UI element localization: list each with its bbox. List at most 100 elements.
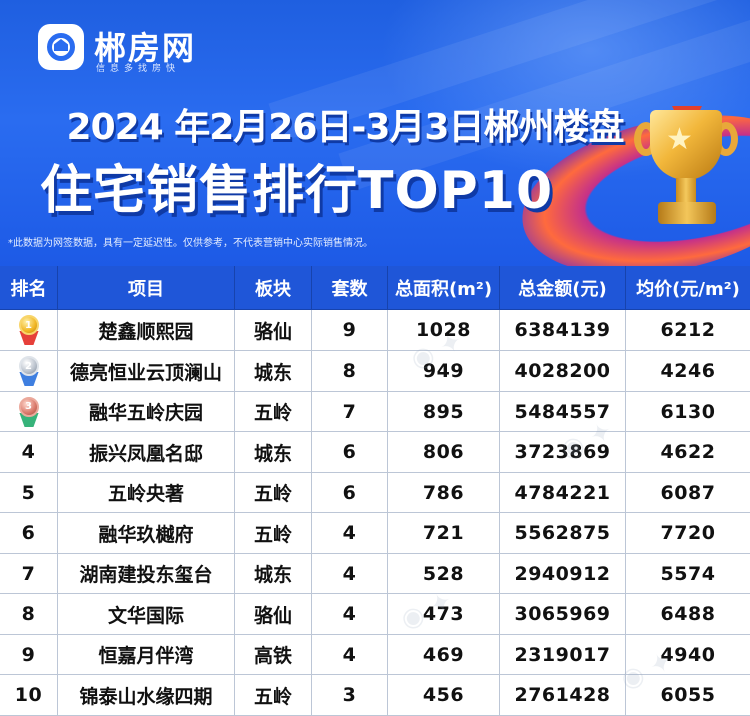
table-header-row: 排名 项目 板块 套数 总面积(m²) 总金额(元) 均价(元/m²)	[0, 266, 750, 310]
bronze-medal-icon: 3	[16, 396, 42, 427]
area-cell: 高铁	[235, 635, 312, 675]
total-area-cell: 895	[388, 392, 500, 432]
table-row: 10 锦泰山水缘四期 五岭 3 456 2761428 6055	[0, 675, 750, 716]
project-cell: 德亮恒业云顶澜山	[58, 351, 235, 392]
project-cell: 恒嘉月伴湾	[58, 635, 235, 675]
units-cell: 6	[312, 473, 388, 513]
area-cell: 城东	[235, 432, 312, 473]
units-cell: 4	[312, 594, 388, 635]
brand-slogan: 信息多找房快	[96, 64, 181, 74]
area-cell: 五岭	[235, 513, 312, 554]
area-cell: 五岭	[235, 473, 312, 513]
total-amount-cell: 2761428	[500, 675, 626, 716]
header-area: 板块	[235, 266, 312, 310]
logo-ring	[47, 33, 75, 61]
units-cell: 9	[312, 310, 388, 351]
ranking-table: 排名 项目 板块 套数 总面积(m²) 总金额(元) 均价(元/m²) 1 楚鑫…	[0, 266, 750, 716]
avg-price-cell: 4940	[626, 635, 750, 675]
total-area-cell: 528	[388, 554, 500, 594]
total-area-cell: 473	[388, 594, 500, 635]
header-total-amount: 总金额(元)	[500, 266, 626, 310]
rank-cell: 9	[0, 635, 58, 675]
units-cell: 4	[312, 554, 388, 594]
project-cell: 融华五岭庆园	[58, 392, 235, 432]
area-cell: 骆仙	[235, 594, 312, 635]
poster-header: 郴房网 信息多找房快 2024 年2月26日-3月3日郴州楼盘 住宅销售排行TO…	[0, 0, 750, 266]
header-avg-price: 均价(元/m²)	[626, 266, 750, 310]
star-icon: ★	[666, 122, 693, 157]
medal-rank-number: 2	[18, 356, 39, 376]
brand-name: 郴房网	[94, 29, 197, 67]
total-amount-cell: 2319017	[500, 635, 626, 675]
table-row: 1 楚鑫顺熙园 骆仙 9 1028 6384139 6212	[0, 310, 750, 351]
gold-medal-icon: 1	[16, 315, 42, 345]
rank-cell: 4	[0, 432, 58, 473]
header-units: 套数	[312, 266, 388, 310]
units-cell: 4	[312, 513, 388, 554]
area-cell: 城东	[235, 351, 312, 392]
project-cell: 文华国际	[58, 594, 235, 635]
avg-price-cell: 6055	[626, 675, 750, 716]
avg-price-cell: 6087	[626, 473, 750, 513]
page-title-line1: 2024 年2月26日-3月3日郴州楼盘	[66, 107, 625, 148]
house-in-ring-icon	[38, 24, 84, 70]
area-cell: 城东	[235, 554, 312, 594]
table-row: 8 文华国际 骆仙 4 473 3065969 6488	[0, 594, 750, 635]
total-area-cell: 949	[388, 351, 500, 392]
trophy-base	[658, 202, 716, 224]
rank-cell: 7	[0, 554, 58, 594]
total-area-cell: 786	[388, 473, 500, 513]
rank-cell: 10	[0, 675, 58, 716]
total-amount-cell: 4028200	[500, 351, 626, 392]
total-area-cell: 721	[388, 513, 500, 554]
medal-rank-number: 1	[18, 315, 39, 335]
trophy-stem	[676, 178, 696, 204]
rank-cell: 1	[0, 310, 58, 351]
table-row: 9 恒嘉月伴湾 高铁 4 469 2319017 4940	[0, 635, 750, 675]
table-row: 6 融华玖樾府 五岭 4 721 5562875 7720	[0, 513, 750, 554]
avg-price-cell: 4622	[626, 432, 750, 473]
units-cell: 8	[312, 351, 388, 392]
units-cell: 3	[312, 675, 388, 716]
units-cell: 7	[312, 392, 388, 432]
project-cell: 融华玖樾府	[58, 513, 235, 554]
avg-price-cell: 4246	[626, 351, 750, 392]
total-area-cell: 806	[388, 432, 500, 473]
project-cell: 湖南建投东玺台	[58, 554, 235, 594]
avg-price-cell: 6212	[626, 310, 750, 351]
total-area-cell: 1028	[388, 310, 500, 351]
total-amount-cell: 3723869	[500, 432, 626, 473]
table-row: 3 融华五岭庆园 五岭 7 895 5484557 6130	[0, 392, 750, 432]
avg-price-cell: 6488	[626, 594, 750, 635]
table-row: 5 五岭央著 五岭 6 786 4784221 6087	[0, 473, 750, 513]
table-row: 2 德亮恒业云顶澜山 城东 8 949 4028200 4246	[0, 351, 750, 392]
project-cell: 振兴凤凰名邸	[58, 432, 235, 473]
area-cell: 骆仙	[235, 310, 312, 351]
total-amount-cell: 5484557	[500, 392, 626, 432]
trophy-icon	[650, 110, 722, 180]
medal-rank-number: 3	[18, 396, 39, 417]
avg-price-cell: 6130	[626, 392, 750, 432]
table-row: 4 振兴凤凰名邸 城东 6 806 3723869 4622	[0, 432, 750, 473]
header-project: 项目	[58, 266, 235, 310]
total-amount-cell: 2940912	[500, 554, 626, 594]
rank-cell: 2	[0, 351, 58, 392]
rank-cell: 3	[0, 392, 58, 432]
rank-cell: 8	[0, 594, 58, 635]
units-cell: 6	[312, 432, 388, 473]
total-amount-cell: 4784221	[500, 473, 626, 513]
project-cell: 楚鑫顺熙园	[58, 310, 235, 351]
total-area-cell: 456	[388, 675, 500, 716]
rank-cell: 6	[0, 513, 58, 554]
header-total-area: 总面积(m²)	[388, 266, 500, 310]
table-row: 7 湖南建投东玺台 城东 4 528 2940912 5574	[0, 554, 750, 594]
area-cell: 五岭	[235, 675, 312, 716]
total-amount-cell: 6384139	[500, 310, 626, 351]
units-cell: 4	[312, 635, 388, 675]
project-cell: 五岭央著	[58, 473, 235, 513]
disclaimer-text: *此数据为网签数据，具有一定延迟性。仅供参考，不代表营销中心实际销售情况。	[8, 238, 373, 249]
avg-price-cell: 5574	[626, 554, 750, 594]
page-title-line2: 住宅销售排行TOP10	[40, 161, 554, 221]
rank-cell: 5	[0, 473, 58, 513]
